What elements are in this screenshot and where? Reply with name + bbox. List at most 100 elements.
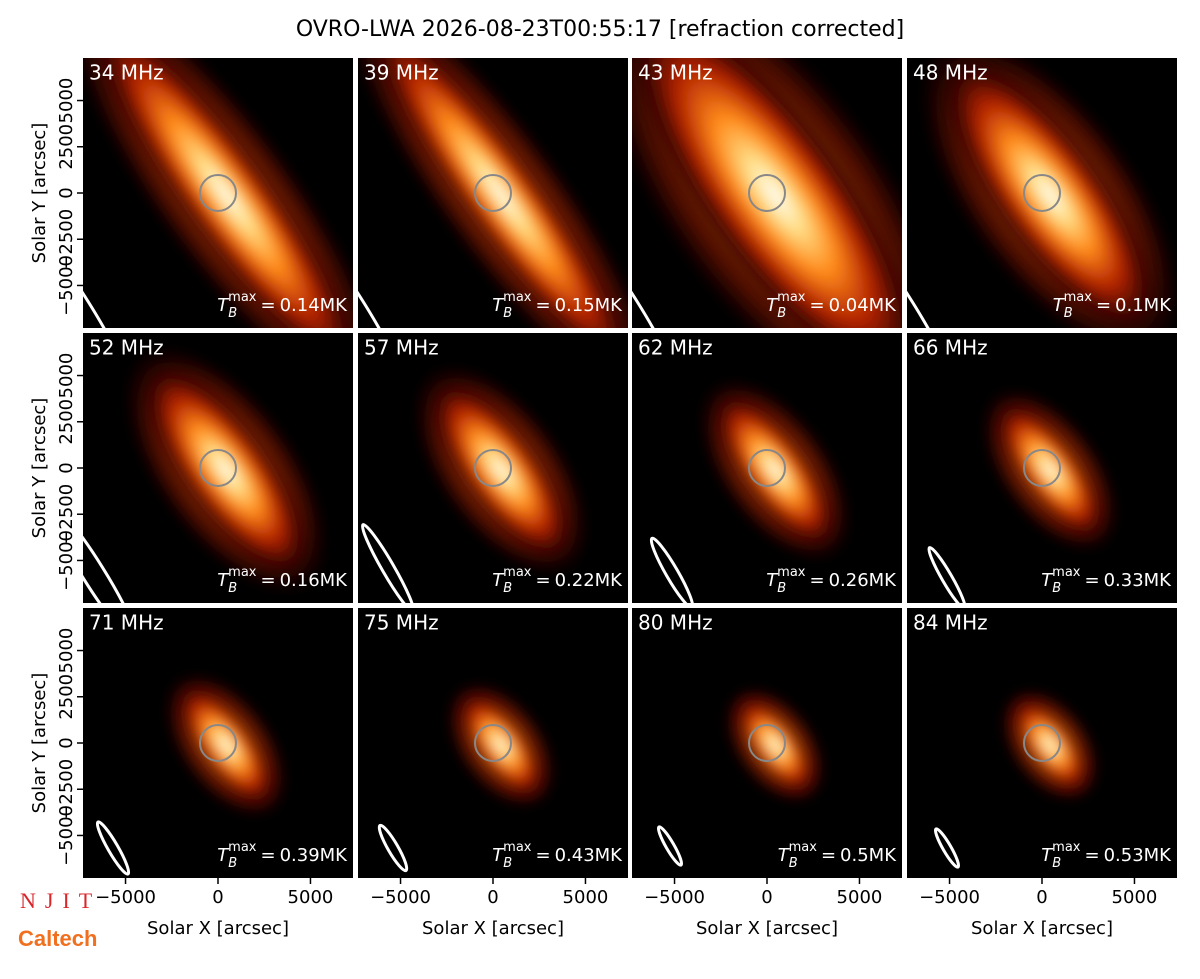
emission (361, 58, 628, 328)
tb-value: 0.53MK (1104, 845, 1173, 866)
solar-disk (474, 724, 512, 762)
tb-value: 0.33MK (1104, 570, 1173, 591)
tb-symbol: T (766, 570, 779, 591)
tb-eq: = (535, 845, 550, 866)
solar-disk (199, 724, 237, 762)
image (83, 341, 332, 603)
frequency-label: 48 MHz (913, 61, 988, 85)
tb-eq: = (260, 295, 275, 316)
frequency-label: 84 MHz (913, 611, 988, 635)
image (927, 385, 1121, 603)
tb-symbol: T (778, 845, 791, 866)
y-tick-label: −2500 (56, 209, 77, 270)
x-tick-label: −5000 (370, 887, 431, 908)
y-tick-label: 0 (56, 187, 77, 198)
x-tick-label: 5000 (563, 887, 609, 908)
tb-sub: B (777, 306, 786, 321)
image (933, 685, 1102, 869)
y-tick-label: 2500 (56, 674, 77, 720)
tb-eq: = (821, 845, 836, 866)
y-tick-label: 2500 (56, 124, 77, 170)
y-tick-label: −5000 (56, 530, 77, 591)
frequency-label: 75 MHz (364, 611, 439, 635)
beam (927, 546, 967, 603)
x-tick-label: 0 (1036, 887, 1047, 908)
tb-symbol: T (217, 295, 230, 316)
solar-disk (199, 449, 237, 487)
emission (940, 58, 1160, 328)
y-tick-label: −2500 (56, 484, 77, 545)
tb-sup: max (777, 565, 806, 580)
tb-value: 0.22MK (555, 570, 624, 591)
tb-sup: max (789, 840, 818, 855)
y-tick-label: 0 (56, 462, 77, 473)
frequency-label: 62 MHz (638, 336, 713, 360)
tb-sup: max (1052, 840, 1081, 855)
y-axis-label: Solar Y [arcsec] (29, 398, 50, 539)
x-tick-label: −5000 (95, 887, 156, 908)
tb-sub: B (789, 856, 798, 871)
logo-caltech: Caltech (18, 926, 97, 951)
tb-sub: B (228, 581, 237, 596)
image (656, 684, 828, 867)
y-tick-label: 2500 (56, 399, 77, 445)
x-axis-label: Solar X [arcsec] (147, 918, 289, 939)
panel: 75 MHz TBmax = 0.43MK −5000 0 5000 Solar X [arc… (358, 608, 628, 939)
tb-eq: = (809, 295, 824, 316)
frequency-label: 34 MHz (89, 61, 164, 85)
tb-max-label: TBmax = 0.26MK (766, 565, 897, 596)
x-tick-label: −5000 (919, 887, 980, 908)
tb-symbol: T (1053, 295, 1066, 316)
y-tick-label: 0 (56, 737, 77, 748)
x-axis-label: Solar X [arcsec] (422, 918, 564, 939)
panel: 43 MHz TBmax = 0.04MK (632, 58, 902, 328)
tb-sup: max (503, 290, 532, 305)
panel: 62 MHz TBmax = 0.26MK (632, 333, 902, 603)
frequency-label: 39 MHz (364, 61, 439, 85)
frequency-label: 66 MHz (913, 336, 988, 360)
tb-max-label: TBmax = 0.33MK (1041, 565, 1172, 596)
solar-disk (474, 174, 512, 212)
beam (649, 536, 695, 603)
tb-eq: = (1096, 295, 1111, 316)
y-tick-label: −5000 (56, 805, 77, 866)
beam (907, 225, 955, 328)
frequency-label: 57 MHz (364, 336, 439, 360)
beam (377, 823, 409, 873)
solar-disk (1023, 449, 1061, 487)
image (83, 58, 353, 328)
tb-sup: max (1052, 565, 1081, 580)
y-tick-label: 5000 (56, 628, 77, 674)
beam (95, 820, 131, 876)
solar-disk (748, 449, 786, 487)
tb-sub: B (777, 581, 786, 596)
tb-value: 0.26MK (829, 570, 898, 591)
tb-sup: max (503, 565, 532, 580)
y-tick-label: 5000 (56, 353, 77, 399)
tb-max-label: TBmax = 0.43MK (492, 840, 623, 871)
y-axis-label: Solar Y [arcsec] (29, 673, 50, 814)
panel: 84 MHz TBmax = 0.53MK −5000 0 5000 Solar X [arc… (907, 608, 1177, 939)
tb-sup: max (228, 290, 257, 305)
emission (456, 689, 546, 801)
panel: 39 MHz TBmax = 0.15MK (358, 58, 628, 328)
tb-max-label: TBmax = 0.1MK (1053, 290, 1173, 321)
tb-sup: max (228, 565, 257, 580)
emission (428, 377, 574, 563)
beam (358, 225, 406, 328)
image (95, 669, 290, 876)
beam (83, 225, 131, 328)
tb-eq: = (1084, 570, 1099, 591)
tb-max-label: TBmax = 0.04MK (766, 290, 897, 321)
frequency-label: 80 MHz (638, 611, 713, 635)
x-tick-label: 0 (761, 887, 772, 908)
emission (141, 361, 311, 579)
y-axis-label: Solar Y [arcsec] (29, 123, 50, 264)
tb-sub: B (1064, 306, 1073, 321)
frequency-label: 52 MHz (89, 336, 164, 360)
tb-sup: max (777, 290, 806, 305)
solar-disk (748, 174, 786, 212)
tb-sub: B (1052, 856, 1061, 871)
tb-max-label: TBmax = 0.53MK (1041, 840, 1172, 871)
